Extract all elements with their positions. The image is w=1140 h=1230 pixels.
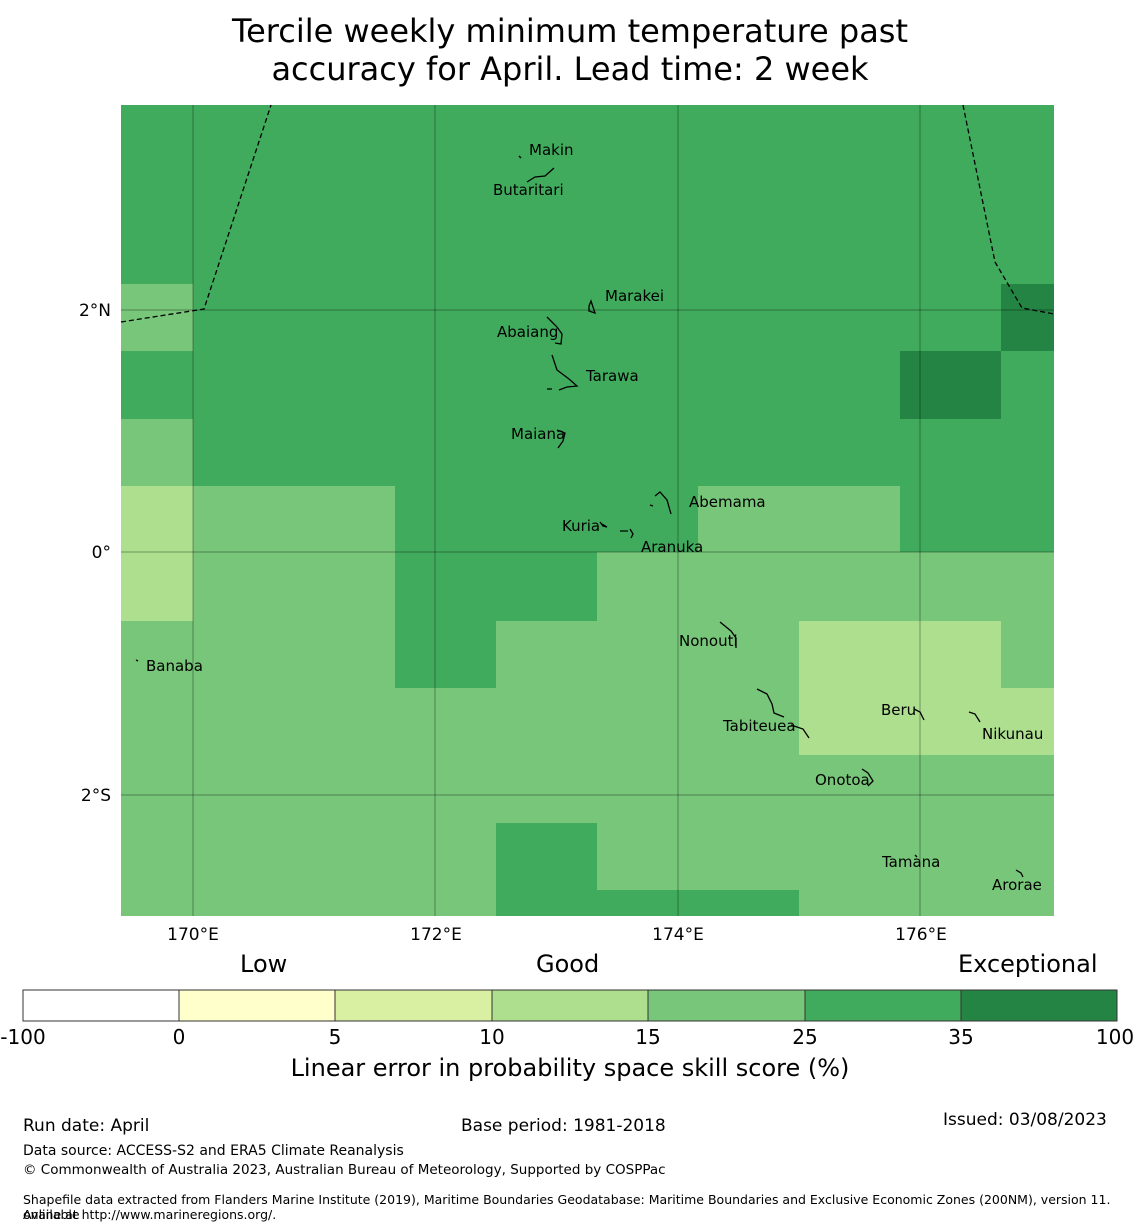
colorbar-tick: 25 bbox=[792, 1025, 818, 1049]
base-period: Base period: 1981-2018 bbox=[461, 1116, 666, 1136]
eez-boundary-west bbox=[120, 104, 272, 323]
place-label: Nikunau bbox=[982, 725, 1043, 743]
place-labels: Makin Butaritari Marakei Abaiang Tarawa … bbox=[146, 141, 1043, 894]
colorbar-tick: 5 bbox=[328, 1025, 342, 1049]
skill-cell bbox=[121, 351, 193, 419]
skill-cell bbox=[1001, 284, 1054, 351]
colorbar-swatch bbox=[648, 990, 805, 1021]
colorbar-swatch bbox=[492, 990, 648, 1021]
axis-ticks: 170°E 172°E 174°E 176°E 2°N 0° 2°S bbox=[79, 301, 947, 945]
colorbar-swatch bbox=[179, 990, 335, 1021]
skill-cell bbox=[496, 823, 597, 916]
place-label: Aranuka bbox=[641, 538, 703, 556]
island-nikunau bbox=[968, 711, 981, 723]
skill-cell bbox=[900, 351, 1001, 419]
islands bbox=[135, 155, 1024, 878]
island-tabiteuea bbox=[756, 688, 810, 739]
colorbar-swatch bbox=[23, 990, 179, 1021]
colorbar-tick: 0 bbox=[172, 1025, 186, 1049]
island-maiana bbox=[556, 429, 566, 449]
y-tick-label: 0° bbox=[92, 543, 111, 563]
place-label: Tamana bbox=[881, 853, 940, 871]
island-nonouti bbox=[719, 621, 737, 648]
skill-cell bbox=[597, 890, 799, 916]
shapefile-credit-line1: Shapefile data extracted from Flanders M… bbox=[23, 1192, 1111, 1222]
colorbar-swatch bbox=[805, 990, 961, 1021]
place-label: Abaiang bbox=[497, 323, 558, 341]
place-label: Maiana bbox=[511, 425, 565, 443]
colorbar-category-exceptional: Exceptional bbox=[958, 950, 1098, 978]
skill-cell bbox=[900, 486, 1054, 552]
skill-cell bbox=[121, 419, 193, 486]
x-tick-label: 176°E bbox=[895, 925, 947, 945]
skill-cell bbox=[395, 621, 496, 688]
colorbar-tick: 15 bbox=[635, 1025, 661, 1049]
skill-cell bbox=[121, 486, 193, 621]
shapefile-credit-line2: online at http://www.marineregions.org/. bbox=[23, 1207, 277, 1222]
data-source: Data source: ACCESS-S2 and ERA5 Climate … bbox=[23, 1143, 404, 1159]
island-banaba bbox=[135, 659, 139, 662]
skill-map: Makin Butaritari Marakei Abaiang Tarawa … bbox=[79, 104, 1055, 945]
place-label: Banaba bbox=[146, 657, 203, 675]
place-label: Nonouti bbox=[679, 632, 738, 650]
island-makin bbox=[518, 155, 522, 159]
skill-cell bbox=[395, 552, 597, 621]
colorbar-swatch bbox=[335, 990, 492, 1021]
place-label: Arorae bbox=[992, 876, 1042, 894]
colorbar-tick: -100 bbox=[0, 1025, 46, 1049]
skill-grid bbox=[121, 105, 1054, 916]
skill-cell bbox=[799, 621, 1001, 688]
run-date: Run date: April bbox=[23, 1116, 150, 1136]
island-abemama bbox=[649, 491, 672, 515]
colorbar-frame bbox=[22, 989, 1118, 1022]
island-beru bbox=[913, 708, 925, 721]
island-aranuka bbox=[620, 528, 634, 539]
colorbar bbox=[22, 989, 1118, 1022]
place-label: Beru bbox=[881, 701, 916, 719]
skill-cell bbox=[121, 284, 193, 351]
island-arorae bbox=[1015, 869, 1024, 878]
colorbar-category-good: Good bbox=[536, 950, 600, 978]
island-abaiang bbox=[546, 316, 563, 345]
graticule bbox=[121, 105, 1054, 916]
eez-boundaries bbox=[120, 104, 1055, 323]
x-tick-label: 170°E bbox=[167, 925, 219, 945]
colorbar-category-low: Low bbox=[240, 950, 288, 978]
place-label: Tabiteuea bbox=[722, 717, 796, 735]
skill-cell bbox=[799, 688, 1054, 755]
y-tick-label: 2°S bbox=[81, 786, 111, 806]
colorbar-tick: 10 bbox=[479, 1025, 505, 1049]
x-tick-label: 172°E bbox=[410, 925, 462, 945]
island-marakei bbox=[588, 299, 597, 315]
y-tick-label: 2°N bbox=[79, 301, 111, 321]
chart-title-line2: accuracy for April. Lead time: 2 week bbox=[271, 50, 869, 88]
place-label: Abemama bbox=[689, 493, 766, 511]
skill-cell bbox=[121, 105, 1054, 284]
place-label: Tarawa bbox=[585, 367, 639, 385]
colorbar-swatch bbox=[961, 990, 1117, 1021]
island-tarawa bbox=[547, 354, 579, 391]
island-onotoa bbox=[861, 768, 874, 787]
colorbar-tick: 35 bbox=[948, 1025, 974, 1049]
colorbar-label: Linear error in probability space skill … bbox=[290, 1054, 850, 1082]
place-label: Marakei bbox=[605, 287, 664, 305]
place-label: Onotoa bbox=[815, 771, 870, 789]
island-kuria bbox=[599, 521, 608, 528]
x-tick-label: 174°E bbox=[652, 925, 704, 945]
place-label: Kuria bbox=[562, 517, 600, 535]
issued-date: Issued: 03/08/2023 bbox=[943, 1110, 1107, 1130]
colorbar-tick: 100 bbox=[1095, 1025, 1135, 1049]
place-label: Butaritari bbox=[493, 181, 564, 199]
skill-cell bbox=[395, 486, 698, 552]
island-tamana bbox=[914, 854, 918, 858]
place-label: Makin bbox=[529, 141, 574, 159]
copyright: © Commonwealth of Australia 2023, Austra… bbox=[23, 1162, 666, 1178]
chart-title-line1: Tercile weekly minimum temperature past bbox=[231, 12, 909, 50]
island-butaritari bbox=[526, 167, 555, 183]
eez-boundary-east bbox=[962, 104, 1055, 315]
